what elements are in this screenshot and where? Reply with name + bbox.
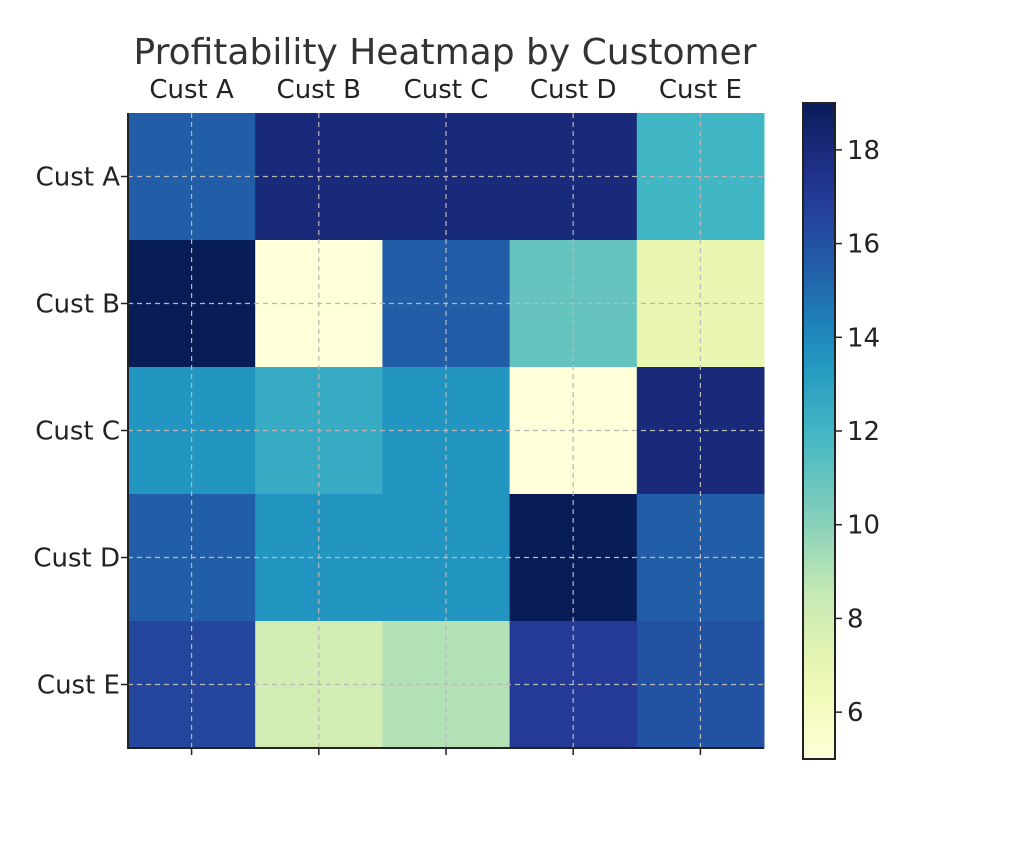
y-tick-label: Cust E	[37, 671, 120, 701]
colorbar-tick-label: 16	[847, 230, 880, 260]
colorbar: 6 8 10 12 14 16 18	[802, 102, 880, 760]
colorbar-tick-label: 14	[847, 323, 880, 353]
colorbar-tick-label: 18	[847, 136, 880, 166]
y-tick-label: Cust B	[36, 290, 120, 320]
y-tick-label: Cust C	[35, 417, 120, 447]
colorbar-tick-label: 6	[847, 698, 864, 728]
colorbar-tick-label: 10	[847, 511, 880, 541]
y-tick-label: Cust A	[36, 163, 121, 193]
y-tick-label: Cust D	[33, 544, 120, 574]
x-tick-label: Cust A	[149, 75, 234, 105]
y-tick-labels: Cust A Cust B Cust C Cust D Cust E	[33, 163, 120, 701]
x-tick-label: Cust C	[404, 75, 489, 105]
x-tick-label: Cust E	[659, 75, 742, 105]
x-tick-label: Cust D	[530, 75, 617, 105]
x-tick-labels: Cust A Cust B Cust C Cust D Cust E	[149, 75, 742, 105]
colorbar-tick-label: 8	[847, 604, 864, 634]
x-tick-label: Cust B	[277, 75, 361, 105]
colorbar-scale	[802, 102, 836, 760]
chart-title: Profitability Heatmap by Customer	[134, 32, 757, 73]
heatmap-axes	[121, 113, 764, 755]
heatmap-grid	[128, 113, 764, 748]
colorbar-tick-label: 12	[847, 417, 880, 447]
